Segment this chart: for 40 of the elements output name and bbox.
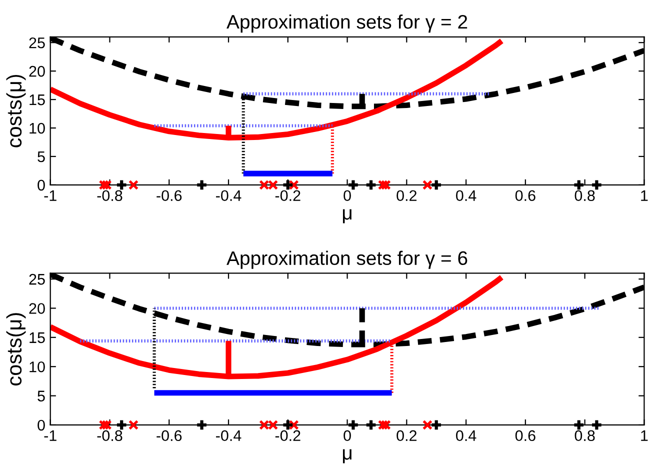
y-tick-label: 5 — [38, 390, 45, 402]
y-tick-label: 0 — [38, 180, 45, 191]
x-tick-label: 0.2 — [396, 430, 417, 442]
y-tick-label: 20 — [29, 303, 45, 314]
y-tick-label: 15 — [30, 332, 45, 344]
x-tick-label: 0 — [344, 430, 351, 442]
y-tick-label: 15 — [30, 94, 45, 106]
x-tick-label: -0.8 — [97, 430, 122, 442]
x-tick-label: 1 — [641, 430, 648, 441]
chart-title: Approximation sets for γ = 2 — [226, 14, 468, 33]
x-tick-label: -0.4 — [216, 430, 242, 442]
y-tick-label: 0 — [38, 420, 45, 431]
y-axis-title: costs(μ) — [6, 313, 26, 386]
x-tick-label: -1 — [44, 430, 56, 441]
x-tick-label: 0.8 — [574, 430, 595, 442]
x-tick-label: 1 — [641, 190, 648, 201]
x-tick-label: -0.6 — [156, 190, 182, 202]
x-tick-label: -0.6 — [156, 430, 182, 442]
x-axis-title: μ — [342, 449, 352, 464]
x-tick-label: -0.2 — [275, 430, 300, 442]
y-tick-label: 10 — [30, 361, 45, 372]
chart-title: Approximation sets for γ = 6 — [226, 250, 468, 269]
x-tick-label: 0 — [344, 190, 351, 202]
y-tick-label: 20 — [29, 66, 45, 77]
y-tick-label: 25 — [29, 37, 45, 48]
x-axis-title: μ — [342, 209, 352, 224]
x-tick-label: -0.4 — [216, 190, 242, 202]
x-tick-label: 0.6 — [515, 430, 536, 442]
x-tick-label: -0.8 — [97, 190, 122, 202]
x-tick-label: 0.4 — [456, 430, 476, 442]
x-tick-label: 0.6 — [515, 190, 536, 202]
x-tick-label: 0.4 — [456, 190, 476, 202]
y-tick-label: 10 — [30, 122, 45, 134]
y-tick-label: 25 — [29, 274, 45, 285]
x-tick-label: 0.2 — [396, 190, 417, 202]
y-tick-label: 5 — [38, 151, 45, 162]
y-axis-title: costs(μ) — [6, 74, 26, 148]
x-tick-label: -1 — [44, 190, 56, 201]
x-tick-label: 0.8 — [574, 190, 595, 202]
x-tick-label: -0.2 — [275, 190, 300, 202]
